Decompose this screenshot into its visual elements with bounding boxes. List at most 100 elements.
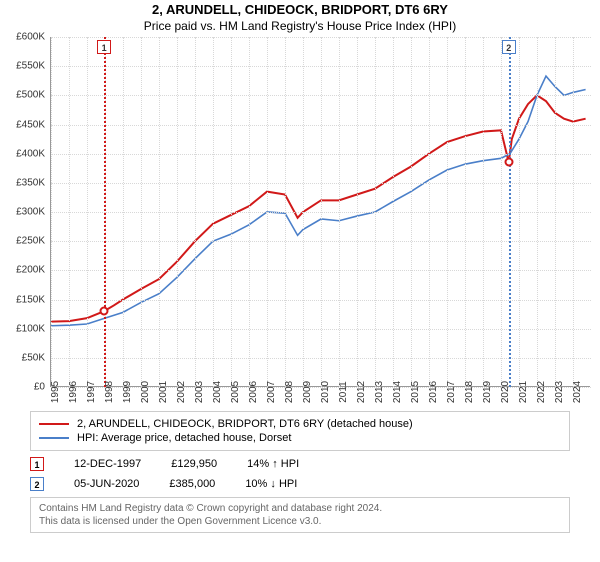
footer-line: Contains HM Land Registry data © Crown c… bbox=[39, 502, 561, 515]
callout-price: £129,950 bbox=[171, 458, 217, 470]
series-price_paid bbox=[51, 95, 586, 321]
callout-price: £385,000 bbox=[169, 478, 215, 490]
gridline-v bbox=[393, 37, 394, 387]
gridline-v bbox=[465, 37, 466, 387]
callout-table: 1 12-DEC-1997 £129,950 14% ↑ HPI 2 05-JU… bbox=[30, 457, 570, 491]
legend-label: 2, ARUNDELL, CHIDEOCK, BRIDPORT, DT6 6RY… bbox=[77, 418, 413, 430]
footer-line: This data is licensed under the Open Gov… bbox=[39, 515, 561, 528]
x-axis-label: 2005 bbox=[230, 381, 241, 403]
x-axis-label: 2023 bbox=[554, 381, 565, 403]
chart-subtitle: Price paid vs. HM Land Registry's House … bbox=[0, 19, 600, 33]
x-axis-label: 1998 bbox=[104, 381, 115, 403]
x-axis-label: 2017 bbox=[446, 381, 457, 403]
callout-delta: 14% ↑ HPI bbox=[247, 458, 299, 470]
gridline-v bbox=[267, 37, 268, 387]
x-axis-label: 2002 bbox=[176, 381, 187, 403]
gridline-v bbox=[195, 37, 196, 387]
x-axis-label: 2022 bbox=[536, 381, 547, 403]
y-axis-label: £600K bbox=[0, 32, 45, 43]
y-axis-label: £550K bbox=[0, 61, 45, 72]
y-axis-label: £300K bbox=[0, 207, 45, 218]
x-axis-label: 2014 bbox=[392, 381, 403, 403]
y-axis-label: £350K bbox=[0, 177, 45, 188]
gridline-v bbox=[303, 37, 304, 387]
x-axis-label: 2006 bbox=[248, 381, 259, 403]
marker-dot bbox=[504, 158, 513, 167]
y-axis-label: £400K bbox=[0, 148, 45, 159]
gridline-v bbox=[177, 37, 178, 387]
marker-line bbox=[104, 37, 106, 387]
gridline-v bbox=[87, 37, 88, 387]
chart-title: 2, ARUNDELL, CHIDEOCK, BRIDPORT, DT6 6RY bbox=[0, 2, 600, 17]
legend-item-price-paid: 2, ARUNDELL, CHIDEOCK, BRIDPORT, DT6 6RY… bbox=[39, 418, 561, 430]
gridline-v bbox=[285, 37, 286, 387]
callout-index-box: 1 bbox=[30, 457, 44, 471]
callout-date: 12-DEC-1997 bbox=[74, 458, 141, 470]
legend-swatch bbox=[39, 423, 69, 425]
footer-attribution: Contains HM Land Registry data © Crown c… bbox=[30, 497, 570, 533]
x-axis-label: 2012 bbox=[356, 381, 367, 403]
chart-area: 12 £0£50K£100K£150K£200K£250K£300K£350K£… bbox=[50, 37, 590, 407]
y-axis-label: £450K bbox=[0, 119, 45, 130]
y-axis-label: £100K bbox=[0, 323, 45, 334]
x-axis-label: 2024 bbox=[572, 381, 583, 403]
x-axis-label: 2021 bbox=[518, 381, 529, 403]
callout-delta: 10% ↓ HPI bbox=[245, 478, 297, 490]
gridline-v bbox=[537, 37, 538, 387]
x-axis-label: 2013 bbox=[374, 381, 385, 403]
x-axis-label: 2009 bbox=[302, 381, 313, 403]
marker-index-box: 1 bbox=[97, 40, 111, 54]
callout-index-box: 2 bbox=[30, 477, 44, 491]
x-axis-label: 1999 bbox=[122, 381, 133, 403]
gridline-v bbox=[141, 37, 142, 387]
marker-dot bbox=[100, 307, 109, 316]
y-axis-label: £200K bbox=[0, 265, 45, 276]
gridline-v bbox=[159, 37, 160, 387]
callout-row: 1 12-DEC-1997 £129,950 14% ↑ HPI bbox=[30, 457, 570, 471]
y-axis-label: £150K bbox=[0, 294, 45, 305]
gridline-v bbox=[357, 37, 358, 387]
gridline-v bbox=[519, 37, 520, 387]
x-axis-label: 1996 bbox=[68, 381, 79, 403]
gridline-v bbox=[483, 37, 484, 387]
legend-swatch bbox=[39, 437, 69, 439]
y-axis-label: £250K bbox=[0, 236, 45, 247]
gridline-v bbox=[51, 37, 52, 387]
gridline-v bbox=[123, 37, 124, 387]
x-axis-label: 2018 bbox=[464, 381, 475, 403]
marker-line bbox=[509, 37, 511, 387]
x-axis-label: 2020 bbox=[500, 381, 511, 403]
x-axis-label: 2007 bbox=[266, 381, 277, 403]
gridline-v bbox=[411, 37, 412, 387]
gridline-v bbox=[339, 37, 340, 387]
gridline-v bbox=[447, 37, 448, 387]
x-axis-label: 2008 bbox=[284, 381, 295, 403]
gridline-v bbox=[555, 37, 556, 387]
gridline-v bbox=[69, 37, 70, 387]
x-axis-label: 2016 bbox=[428, 381, 439, 403]
x-axis-label: 1997 bbox=[86, 381, 97, 403]
gridline-v bbox=[429, 37, 430, 387]
y-axis-label: £500K bbox=[0, 90, 45, 101]
gridline-v bbox=[573, 37, 574, 387]
callout-date: 05-JUN-2020 bbox=[74, 478, 139, 490]
x-axis-label: 2003 bbox=[194, 381, 205, 403]
plot-region: 12 bbox=[50, 37, 590, 387]
x-axis-label: 2004 bbox=[212, 381, 223, 403]
callout-row: 2 05-JUN-2020 £385,000 10% ↓ HPI bbox=[30, 477, 570, 491]
legend-item-hpi: HPI: Average price, detached house, Dors… bbox=[39, 432, 561, 444]
gridline-v bbox=[501, 37, 502, 387]
x-axis-label: 2011 bbox=[338, 381, 349, 403]
y-axis-label: £0 bbox=[0, 382, 45, 393]
x-axis-label: 2010 bbox=[320, 381, 331, 403]
gridline-v bbox=[375, 37, 376, 387]
legend-label: HPI: Average price, detached house, Dors… bbox=[77, 432, 291, 444]
gridline-v bbox=[249, 37, 250, 387]
x-axis-label: 2000 bbox=[140, 381, 151, 403]
gridline-v bbox=[231, 37, 232, 387]
x-axis-label: 2015 bbox=[410, 381, 421, 403]
marker-index-box: 2 bbox=[502, 40, 516, 54]
legend: 2, ARUNDELL, CHIDEOCK, BRIDPORT, DT6 6RY… bbox=[30, 411, 570, 451]
x-axis-label: 2001 bbox=[158, 381, 169, 403]
gridline-v bbox=[213, 37, 214, 387]
